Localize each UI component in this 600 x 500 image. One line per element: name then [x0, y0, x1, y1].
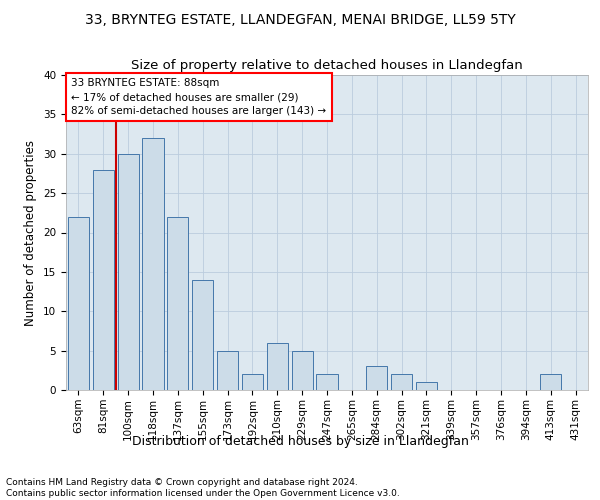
Bar: [93, 170, 114, 390]
Y-axis label: Number of detached properties: Number of detached properties: [25, 140, 37, 326]
Bar: [118, 154, 139, 390]
Bar: [68, 217, 89, 390]
Bar: [366, 366, 387, 390]
Bar: [540, 374, 561, 390]
Bar: [167, 217, 188, 390]
Text: Distribution of detached houses by size in Llandegfan: Distribution of detached houses by size …: [131, 435, 469, 448]
Bar: [217, 350, 238, 390]
Text: Contains HM Land Registry data © Crown copyright and database right 2024.
Contai: Contains HM Land Registry data © Crown c…: [6, 478, 400, 498]
Text: 33 BRYNTEG ESTATE: 88sqm
← 17% of detached houses are smaller (29)
82% of semi-d: 33 BRYNTEG ESTATE: 88sqm ← 17% of detach…: [71, 78, 326, 116]
Bar: [391, 374, 412, 390]
Title: Size of property relative to detached houses in Llandegfan: Size of property relative to detached ho…: [131, 60, 523, 72]
Bar: [416, 382, 437, 390]
Bar: [267, 343, 288, 390]
Text: 33, BRYNTEG ESTATE, LLANDEGFAN, MENAI BRIDGE, LL59 5TY: 33, BRYNTEG ESTATE, LLANDEGFAN, MENAI BR…: [85, 12, 515, 26]
Bar: [292, 350, 313, 390]
Bar: [316, 374, 338, 390]
Bar: [192, 280, 213, 390]
Bar: [142, 138, 164, 390]
Bar: [242, 374, 263, 390]
